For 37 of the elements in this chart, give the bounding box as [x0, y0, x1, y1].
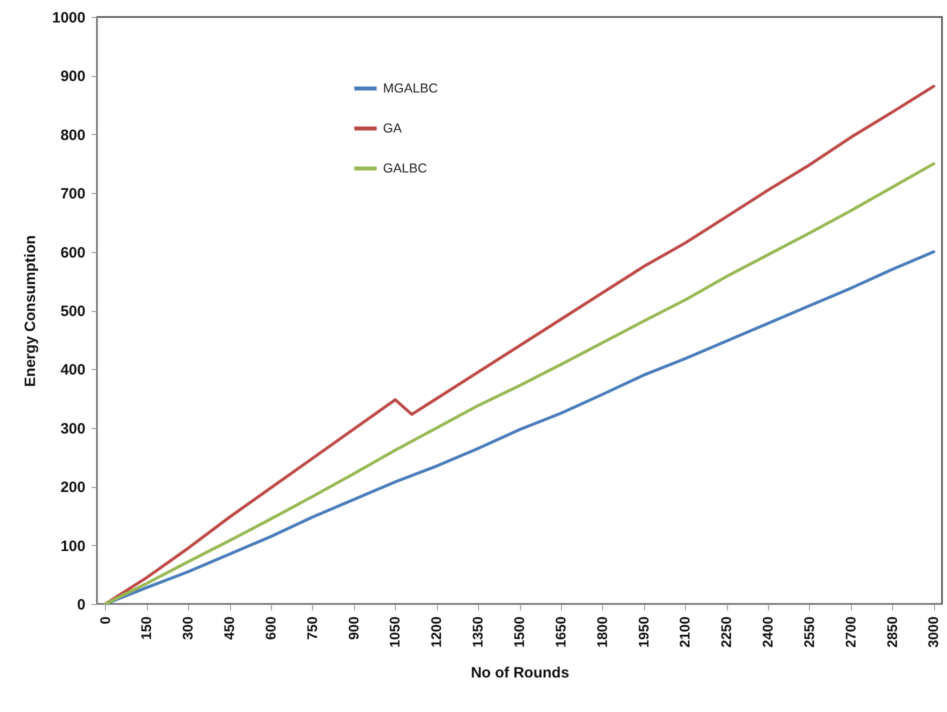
x-tick-label: 900: [345, 616, 362, 640]
y-tick-label: 700: [60, 186, 86, 203]
y-axis-title: Energy Consumption: [22, 235, 40, 387]
y-tick-label: 600: [60, 244, 86, 262]
x-tick-label: 2100: [676, 616, 693, 648]
y-tick-label: 300: [60, 420, 86, 438]
x-tick-label: 450: [221, 616, 238, 640]
x-tick-label: 2700: [842, 616, 858, 648]
x-tick-label: 3000: [925, 616, 942, 648]
y-tick-label: 900: [60, 68, 86, 86]
legend-label: GALBC: [383, 160, 428, 176]
x-tick-label: 2400: [760, 616, 776, 648]
x-axis-title: No of Rounds: [470, 664, 570, 682]
x-tick-label: 2550: [800, 616, 817, 648]
x-tick-label: 1800: [594, 616, 610, 648]
x-tick-label: 1350: [470, 616, 486, 648]
y-tick-label: 500: [60, 303, 86, 320]
x-tick-label: 1500: [511, 616, 527, 648]
legend-label: MGALBC: [383, 80, 438, 96]
legend-label: GA: [383, 120, 402, 136]
x-tick-label: 1950: [635, 616, 652, 648]
y-tick-label: 0: [77, 596, 86, 614]
x-tick-label: 2850: [884, 616, 900, 648]
y-tick-label: 800: [60, 126, 86, 144]
y-tick-label: 200: [60, 479, 86, 496]
x-tick-label: 2250: [718, 616, 734, 648]
x-tick-label: 150: [138, 616, 154, 640]
y-tick-label: 100: [60, 538, 86, 555]
x-tick-label: 1050: [386, 616, 403, 648]
y-tick-label: 1000: [52, 10, 86, 26]
x-tick-label: 750: [304, 616, 320, 640]
x-tick-label: 0: [96, 616, 113, 624]
x-tick-label: 600: [262, 616, 278, 640]
x-tick-label: 1650: [552, 616, 568, 648]
x-tick-label: 300: [180, 616, 196, 640]
y-tick-label: 400: [60, 362, 86, 379]
x-tick-label: 1200: [428, 616, 444, 648]
